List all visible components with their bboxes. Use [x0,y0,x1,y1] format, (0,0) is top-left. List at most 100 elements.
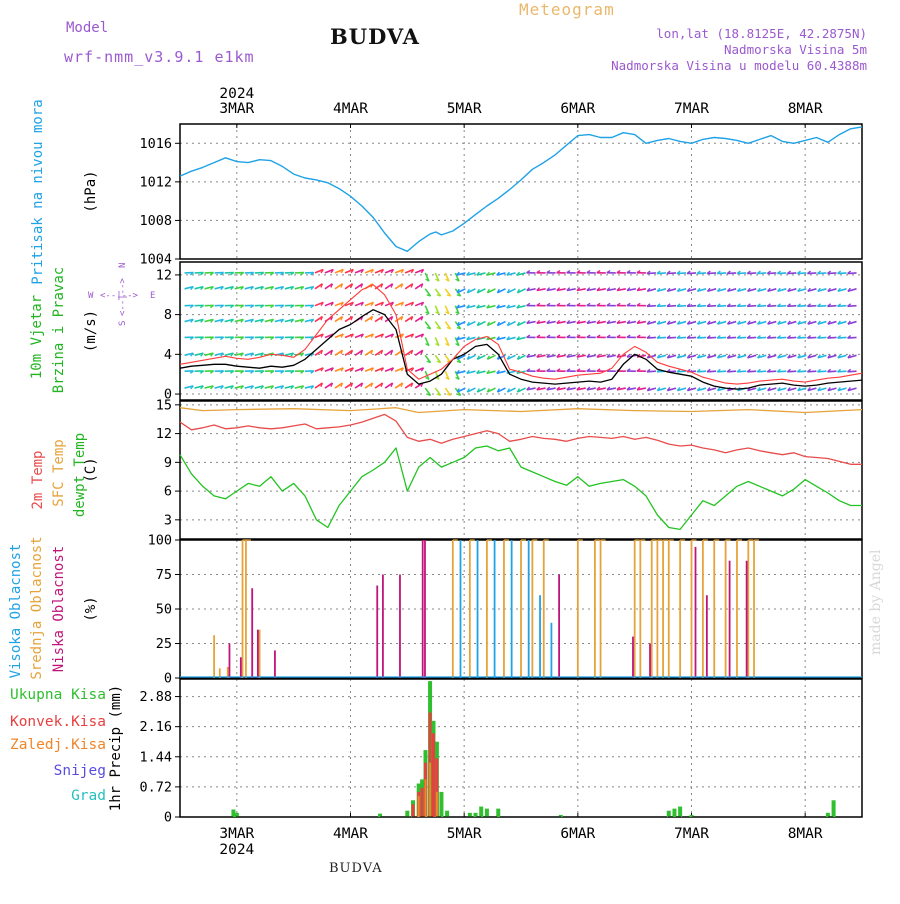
day-label-bottom: 4MAR [333,826,368,842]
y-tick-label: 1012 [139,174,172,190]
watermark: made by Angel [868,550,884,656]
wind-title-2: Brzina i Pravac [51,267,67,393]
y-tick-label: 15 [156,397,172,413]
day-label-top: 8MAR [788,101,823,117]
precip-bar [405,811,409,817]
precip-bar [479,807,483,817]
y-axis-unit: (hPa) [83,170,99,212]
precip-bar [496,809,500,817]
compass-south: S [118,321,128,326]
precip-bar [832,800,836,817]
precip-legend-item: Grad [71,788,106,804]
model-elevation-label: Nadmorska Visina u modelu 60.4388m [611,58,867,73]
y-tick-label: 12 [156,267,172,283]
dewpoint-line [180,446,862,529]
y-tick-label: 8 [164,307,172,323]
y-tick-label: 6 [164,484,172,500]
y-tick-label: 1.44 [139,749,172,765]
precip-bar [436,792,438,817]
wind-direction-field [185,270,857,396]
model-label: Model [66,20,108,36]
panel-frame [180,401,862,539]
precip-bar [412,804,415,817]
y-tick-label: 2.16 [139,719,172,735]
y-tick-label: 1004 [139,252,172,268]
panel-frame [180,679,862,817]
y-tick-label: 1008 [139,213,172,229]
compass-east: E [150,291,155,301]
y-tick-label: 9 [164,455,172,471]
precip-bar [425,779,427,817]
precip-legend-item: Snijeg [54,763,106,779]
precip-bar [418,796,420,817]
precip-bar [672,809,676,817]
precip-bar [468,813,472,817]
y-tick-label: 3 [164,512,172,528]
day-label-bottom: 7MAR [674,826,709,842]
temp-title-2m: 2m Temp [30,450,46,509]
day-label-bottom: 3MAR [219,826,254,842]
sfc-temp-line [180,408,862,413]
y-tick-label: 50 [156,602,172,618]
precip-bar [439,792,443,817]
y-tick-label: 0 [164,671,172,687]
elevation-label: Nadmorska Visina 5m [724,42,867,57]
compass-west: W [88,291,94,301]
precip-legend-item: Konvek.Kisa [10,714,106,730]
day-label-top: 7MAR [674,101,709,117]
precip-bar [485,809,489,817]
meteogram-label: Meteogram [519,0,615,19]
model-name: wrf-nmm_v3.9.1 e1km [64,48,255,66]
precip-bar [432,733,435,817]
precip-title: 1hr Precip (mm) [108,685,124,811]
year-label-bottom: 2024 [219,842,254,858]
compass-sn-arrow: <--|--> [118,277,128,316]
precip-legend-item: Zaledj.Kisa [10,737,106,753]
precip-bar [826,813,830,817]
precip-bar [445,811,449,817]
precip-bar [474,813,478,817]
y-tick-label: 4 [164,347,172,363]
y-tick-label: 25 [156,636,172,652]
day-label-top: 5MAR [447,101,482,117]
panel-frame [180,124,862,259]
precip-bar [429,763,431,817]
2m-temp-line [180,414,862,464]
y-tick-label: 12 [156,426,172,442]
day-label-bottom: 5MAR [447,826,482,842]
pressure-line [180,127,862,251]
temp-title-dewpt: dewpt Temp [72,433,88,517]
temp-title-sfc: SFC Temp [51,439,67,506]
precip-bar [231,809,235,817]
precip-bar [235,813,239,817]
footer-station: BUDVA [329,861,383,876]
day-label-bottom: 8MAR [788,826,823,842]
pressure-title: Pritisak na nivou mora [30,99,46,284]
y-axis-unit: (m/s) [83,310,99,352]
day-label-bottom: 6MAR [560,826,595,842]
precip-bar [421,788,424,817]
day-label-top: 4MAR [333,101,368,117]
station-title: BUDVA [330,24,420,49]
cloud-title-low: Niska Oblacnost [51,546,67,672]
compass-north: N [118,263,128,268]
precip-bar [667,811,671,817]
day-label-top: 6MAR [560,101,595,117]
precip-legend-item: Ukupna Kisa [10,687,106,703]
day-label-top: 3MAR [219,101,254,117]
y-tick-label: 1016 [139,136,172,152]
y-tick-label: 0.72 [139,779,172,795]
cloud-title-high: Visoka Oblacnost [8,544,24,679]
y-axis-unit: (%) [83,596,99,621]
precip-bar [678,807,682,817]
panel-pressure: 1004 1008 1012 1016 (hPa) [83,124,862,268]
y-tick-label: 2.88 [139,689,172,705]
y-tick-label: 100 [148,533,172,549]
cloud-title-mid: Srednja Oblacnost [29,536,45,679]
lonlat-label: lon,lat (18.8125E, 42.2875N) [656,26,867,41]
year-label-top: 2024 [219,86,254,102]
